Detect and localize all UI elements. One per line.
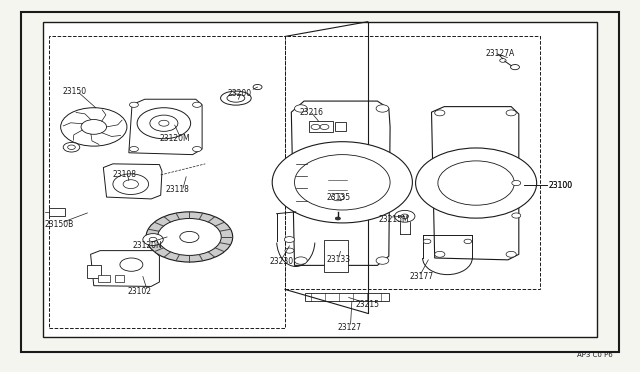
Circle shape	[63, 142, 80, 152]
Bar	[305, 293, 389, 301]
Circle shape	[506, 110, 516, 116]
Text: 23127: 23127	[337, 323, 361, 331]
Circle shape	[193, 102, 202, 108]
Circle shape	[157, 218, 221, 256]
Bar	[309, 121, 333, 132]
Circle shape	[253, 84, 262, 90]
Circle shape	[394, 211, 415, 222]
Ellipse shape	[221, 91, 251, 105]
Circle shape	[129, 147, 138, 152]
Text: 23100: 23100	[548, 181, 572, 190]
Bar	[335, 122, 346, 131]
Text: 23215M: 23215M	[379, 215, 409, 224]
Circle shape	[294, 257, 307, 264]
Text: 23120N: 23120N	[132, 241, 162, 250]
Polygon shape	[91, 251, 159, 286]
Circle shape	[423, 239, 431, 244]
Circle shape	[146, 212, 233, 262]
Circle shape	[464, 239, 472, 244]
Circle shape	[376, 257, 389, 264]
Bar	[324, 240, 348, 272]
Circle shape	[512, 180, 521, 186]
Circle shape	[506, 251, 516, 257]
Circle shape	[415, 148, 537, 218]
Circle shape	[435, 251, 445, 257]
Bar	[325, 169, 351, 212]
Circle shape	[511, 64, 520, 70]
Text: 23150: 23150	[63, 87, 86, 96]
Text: 23133: 23133	[326, 254, 351, 264]
Text: 23118: 23118	[166, 185, 189, 194]
Text: 23230: 23230	[269, 257, 293, 266]
Bar	[99, 275, 109, 282]
Text: AP3 C0 P6: AP3 C0 P6	[577, 352, 613, 358]
Circle shape	[143, 234, 163, 246]
Circle shape	[376, 105, 389, 112]
Text: 23127A: 23127A	[486, 49, 515, 58]
Circle shape	[272, 142, 412, 223]
Bar	[115, 275, 124, 282]
Text: 23120M: 23120M	[159, 134, 190, 142]
Circle shape	[512, 213, 521, 218]
Circle shape	[284, 237, 294, 243]
Bar	[43, 22, 597, 337]
Circle shape	[61, 108, 127, 146]
Bar	[49, 36, 285, 328]
Polygon shape	[129, 99, 202, 155]
Polygon shape	[431, 107, 519, 260]
Bar	[49, 208, 65, 215]
Text: 23177: 23177	[409, 272, 433, 281]
Text: 23200: 23200	[228, 89, 252, 98]
Text: 23100: 23100	[548, 181, 572, 190]
Circle shape	[129, 102, 138, 108]
Circle shape	[335, 217, 340, 220]
Polygon shape	[291, 101, 390, 265]
Text: 23215: 23215	[355, 300, 379, 310]
Text: 23150B: 23150B	[45, 220, 74, 229]
Circle shape	[137, 108, 191, 139]
Circle shape	[294, 105, 307, 112]
Circle shape	[285, 248, 294, 253]
Text: 23216: 23216	[300, 108, 324, 118]
Text: 23135: 23135	[326, 193, 351, 202]
Polygon shape	[103, 164, 162, 199]
Circle shape	[193, 147, 202, 152]
Text: 23102: 23102	[127, 288, 152, 296]
Text: 23108: 23108	[113, 170, 137, 179]
Bar	[285, 36, 540, 289]
Bar	[88, 265, 101, 278]
Circle shape	[435, 110, 445, 116]
